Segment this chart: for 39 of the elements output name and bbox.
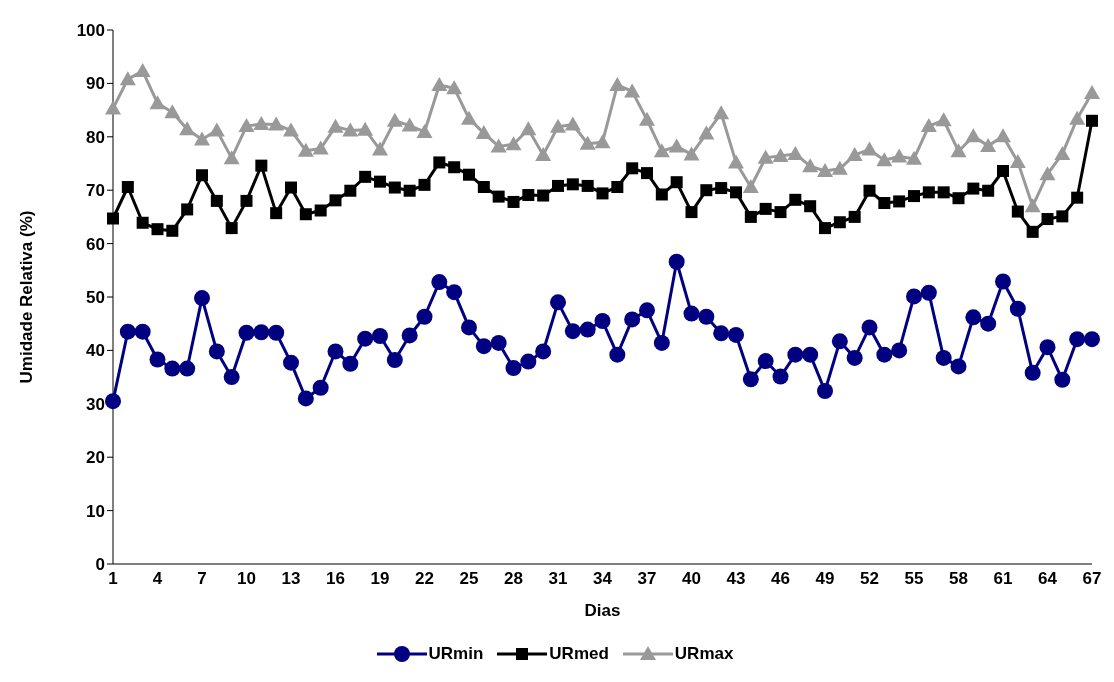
x-tick-label: 40 [682,569,701,589]
x-tick-label: 13 [281,569,301,589]
x-tick-label: 55 [904,569,924,589]
x-tick-label: 61 [993,569,1013,589]
y-tick-label: 100 [76,21,105,41]
x-tick-label: 7 [197,569,207,589]
y-tick-label: 30 [86,394,105,414]
x-tick-label: 1 [108,569,118,589]
x-tick-label: 49 [815,569,835,589]
y-tick-label: 70 [86,181,105,201]
y-axis-title: Umidade Relativa (%) [17,210,37,384]
y-tick-label: 90 [86,74,105,94]
y-tick-label: 50 [86,288,105,308]
x-tick-label: 67 [1082,569,1102,589]
x-tick-label: 25 [459,569,479,589]
x-tick-label: 58 [949,569,968,589]
x-tick-label: 46 [771,569,790,589]
x-tick-label: 4 [152,569,163,589]
x-tick-label: 31 [548,569,568,589]
x-tick-label: 64 [1038,569,1058,589]
x-tick-label: 19 [370,569,390,589]
legend-label: URmed [549,644,609,664]
legend-label: URmax [674,644,734,664]
y-tick-label: 0 [95,555,105,575]
y-tick-label: 40 [86,341,105,361]
x-tick-label: 52 [860,569,879,589]
y-tick-label: 10 [86,501,105,521]
legend-label: URmin [428,644,484,664]
y-tick-label: 20 [86,448,105,468]
x-tick-label: 37 [637,569,657,589]
x-tick-label: 22 [415,569,434,589]
y-tick-label: 60 [86,234,105,254]
x-tick-label: 16 [326,569,345,589]
y-tick-label: 80 [86,127,105,147]
x-tick-label: 43 [726,569,746,589]
x-tick-label: 34 [593,569,613,589]
x-tick-label: 10 [237,569,256,589]
x-axis-title: Dias [584,601,621,620]
x-tick-label: 28 [504,569,523,589]
